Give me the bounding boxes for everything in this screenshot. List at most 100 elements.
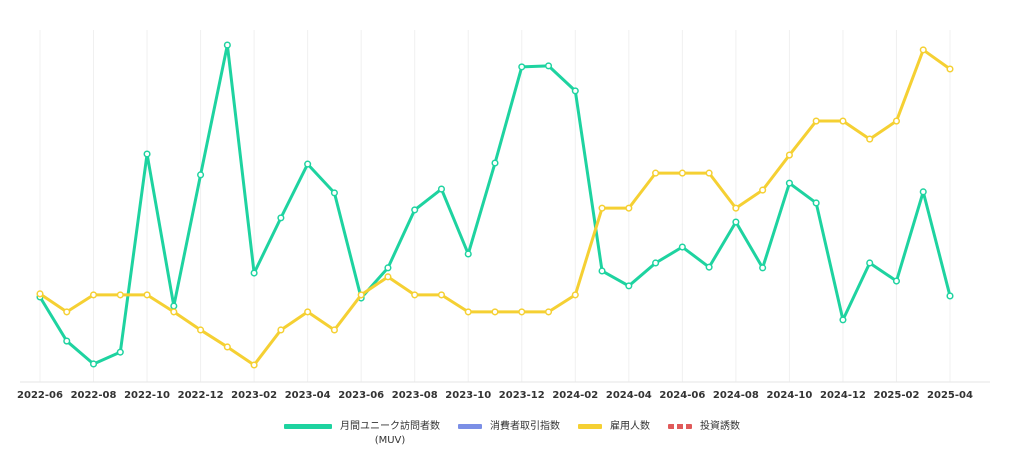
legend-item[interactable]: 雇用人数 bbox=[578, 420, 650, 448]
data-point bbox=[571, 87, 579, 95]
legend-label: 雇用人数 bbox=[610, 421, 650, 432]
data-point bbox=[892, 277, 901, 285]
data-point bbox=[63, 308, 71, 316]
x-tick-label: 2023-06 bbox=[338, 390, 384, 401]
x-tick-label: 2025-02 bbox=[874, 390, 920, 401]
data-point bbox=[330, 326, 338, 334]
legend-swatch bbox=[668, 424, 692, 429]
x-tick-label: 2023-10 bbox=[445, 390, 491, 401]
data-point bbox=[839, 316, 847, 324]
data-point bbox=[63, 337, 71, 345]
data-point bbox=[652, 259, 660, 267]
data-point bbox=[411, 206, 419, 214]
data-point bbox=[544, 62, 553, 70]
data-point bbox=[571, 291, 579, 299]
data-point bbox=[866, 135, 874, 143]
chart: 2022-06 2022-08 2022-10 2022-12 2023-02 2023-… bbox=[17, 30, 990, 401]
data-point bbox=[518, 308, 526, 316]
data-point bbox=[116, 291, 124, 299]
data-point bbox=[518, 63, 526, 71]
legend-item[interactable]: 投資誘数 bbox=[668, 420, 740, 448]
x-tick-label: 2022-06 bbox=[17, 390, 63, 401]
x-tick-label: 2024-10 bbox=[766, 390, 812, 401]
legend-swatch bbox=[578, 424, 602, 429]
legend-swatch bbox=[284, 424, 332, 429]
x-tick-label: 2022-12 bbox=[178, 390, 224, 401]
data-point bbox=[946, 292, 954, 300]
data-point bbox=[277, 214, 285, 222]
data-point bbox=[678, 169, 686, 177]
x-tick-label: 2023-12 bbox=[499, 390, 545, 401]
data-point bbox=[384, 264, 392, 272]
legend-label: 月間ユニーク訪問者数 (MUV) bbox=[340, 421, 440, 446]
data-point bbox=[785, 151, 793, 159]
data-point bbox=[411, 291, 419, 299]
data-point bbox=[598, 267, 606, 275]
x-tick-label: 2022-10 bbox=[124, 390, 170, 401]
data-point bbox=[89, 360, 98, 368]
legend-item[interactable]: 月間ユニーク訪問者数 (MUV) bbox=[284, 420, 440, 448]
data-point bbox=[785, 179, 793, 187]
data-point bbox=[732, 218, 740, 226]
x-tick-label: 2024-06 bbox=[659, 390, 705, 401]
data-point bbox=[759, 186, 767, 194]
data-point bbox=[170, 302, 178, 310]
data-point bbox=[143, 291, 151, 299]
data-point bbox=[732, 204, 740, 212]
data-point bbox=[304, 160, 312, 168]
series-line bbox=[39, 48, 951, 367]
data-point bbox=[705, 263, 713, 271]
data-point bbox=[678, 243, 686, 251]
x-tick-label: 2022-08 bbox=[71, 390, 117, 401]
data-point bbox=[116, 348, 124, 356]
x-tick-label: 2024-04 bbox=[606, 390, 652, 401]
legend-item[interactable]: 消費者取引指数 bbox=[458, 420, 560, 448]
data-point bbox=[705, 169, 713, 177]
data-point bbox=[437, 291, 446, 299]
data-point bbox=[170, 308, 178, 316]
data-point bbox=[223, 343, 231, 351]
data-point bbox=[839, 117, 847, 125]
data-point bbox=[491, 308, 499, 316]
x-tick-label: 2025-04 bbox=[927, 390, 973, 401]
data-point bbox=[143, 150, 151, 158]
x-tick-label: 2024-02 bbox=[552, 390, 598, 401]
legend: 月間ユニーク訪問者数 (MUV) 消費者取引指数 雇用人数 投資誘数 bbox=[0, 420, 1024, 448]
data-point bbox=[759, 264, 767, 272]
data-point bbox=[866, 259, 874, 267]
data-point bbox=[892, 117, 901, 125]
x-tick-label: 2023-04 bbox=[285, 390, 331, 401]
data-point bbox=[812, 199, 820, 207]
data-point bbox=[197, 326, 205, 334]
data-point bbox=[464, 250, 472, 258]
data-point bbox=[625, 204, 633, 212]
data-point bbox=[464, 308, 472, 316]
data-point bbox=[544, 308, 553, 316]
data-point bbox=[946, 65, 954, 73]
data-point bbox=[250, 361, 258, 369]
data-point bbox=[357, 291, 365, 299]
data-point bbox=[625, 282, 633, 290]
legend-label: 投資誘数 bbox=[700, 421, 740, 432]
data-point bbox=[491, 159, 499, 167]
data-point bbox=[223, 41, 231, 49]
data-point bbox=[89, 291, 98, 299]
x-tick-label: 2024-08 bbox=[713, 390, 759, 401]
data-point bbox=[304, 308, 312, 316]
data-point bbox=[250, 269, 258, 277]
data-point bbox=[437, 185, 446, 193]
data-point bbox=[919, 46, 927, 54]
data-point bbox=[36, 290, 44, 298]
data-point bbox=[812, 117, 820, 125]
legend-swatch bbox=[458, 424, 482, 429]
data-point bbox=[330, 189, 338, 197]
x-tick-label: 2024-12 bbox=[820, 390, 866, 401]
legend-label: 消費者取引指数 bbox=[490, 421, 560, 432]
data-point bbox=[919, 188, 927, 196]
x-tick-label: 2023-02 bbox=[231, 390, 277, 401]
data-point bbox=[652, 169, 660, 177]
x-tick-label: 2023-08 bbox=[392, 390, 438, 401]
data-point bbox=[384, 273, 392, 281]
data-point bbox=[197, 171, 205, 179]
